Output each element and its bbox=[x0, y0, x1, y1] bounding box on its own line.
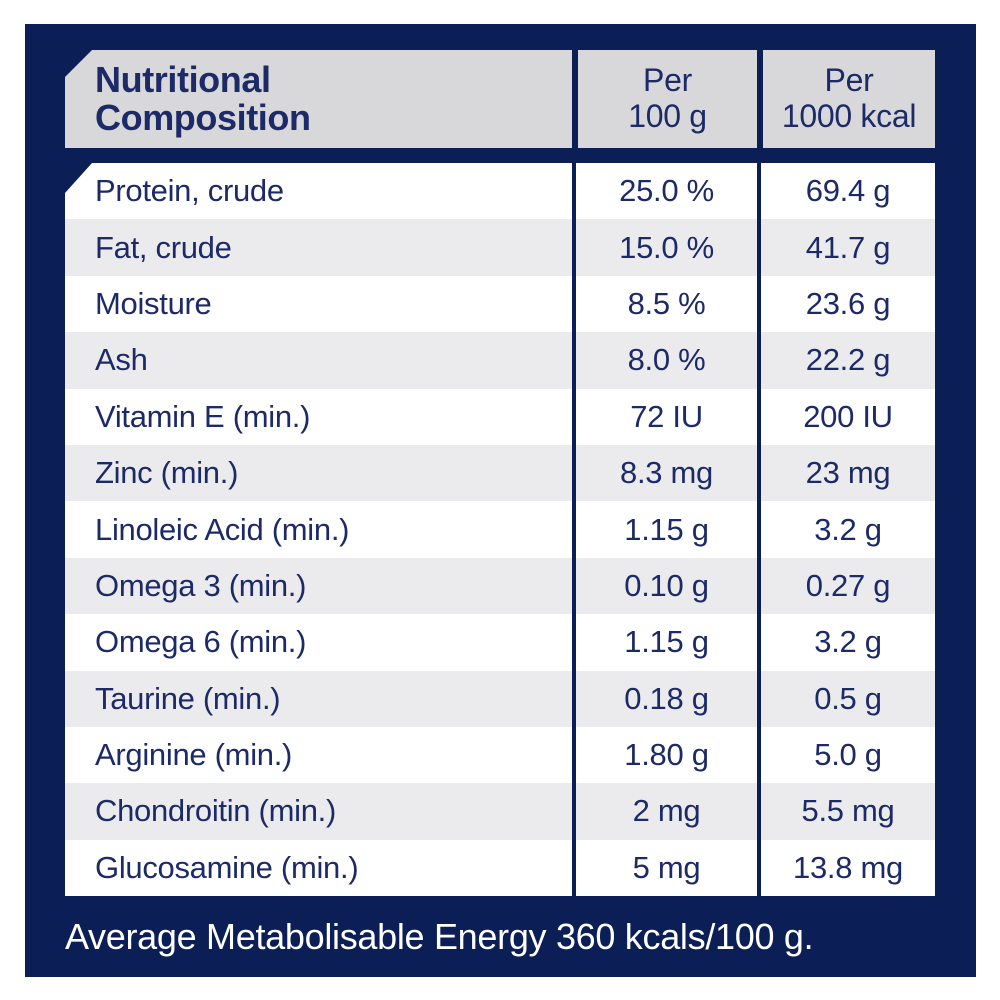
per-1000kcal-value: 23.6 g bbox=[761, 275, 935, 333]
column-divider bbox=[572, 275, 576, 333]
header-title-cell: Nutritional Composition bbox=[65, 50, 572, 148]
column-divider bbox=[757, 726, 761, 784]
nutrition-panel: Nutritional Composition Per 100 g Per 10… bbox=[25, 24, 976, 977]
per-100g-value: 0.10 g bbox=[576, 557, 757, 615]
column-divider bbox=[757, 839, 761, 897]
table-row: Vitamin E (min.) 72 IU 200 IU bbox=[65, 388, 935, 445]
per-100g-value: 5 mg bbox=[576, 839, 757, 897]
table-row: Omega 3 (min.) 0.10 g 0.27 g bbox=[65, 557, 935, 615]
header-per-1000kcal-line1: Per bbox=[824, 62, 874, 99]
column-divider bbox=[572, 614, 576, 671]
header-per-100g-cell: Per 100 g bbox=[578, 50, 757, 148]
per-100g-value: 2 mg bbox=[576, 783, 757, 840]
column-divider bbox=[757, 501, 761, 558]
per-100g-value: 15.0 % bbox=[576, 219, 757, 276]
table-row: Taurine (min.) 0.18 g 0.5 g bbox=[65, 670, 935, 727]
column-divider bbox=[757, 614, 761, 671]
table-row: Glucosamine (min.) 5 mg 13.8 mg bbox=[65, 839, 935, 897]
column-divider bbox=[572, 501, 576, 558]
table-body: Protein, crude 25.0 % 69.4 g Fat, crude … bbox=[65, 163, 935, 897]
header-per-100g-line1: Per bbox=[643, 62, 692, 99]
per-100g-value: 8.3 mg bbox=[576, 444, 757, 502]
per-1000kcal-value: 0.27 g bbox=[761, 557, 935, 615]
table-row: Fat, crude 15.0 % 41.7 g bbox=[65, 219, 935, 276]
per-1000kcal-value: 200 IU bbox=[761, 388, 935, 445]
column-divider bbox=[572, 726, 576, 784]
per-100g-value: 1.15 g bbox=[576, 501, 757, 558]
energy-footer: Average Metabolisable Energy 360 kcals/1… bbox=[25, 896, 976, 977]
column-divider bbox=[757, 557, 761, 615]
nutrient-label: Arginine (min.) bbox=[65, 726, 572, 784]
table-header: Nutritional Composition Per 100 g Per 10… bbox=[65, 50, 935, 148]
nutrient-label: Zinc (min.) bbox=[65, 444, 572, 502]
per-1000kcal-value: 5.5 mg bbox=[761, 783, 935, 840]
per-1000kcal-value: 3.2 g bbox=[761, 501, 935, 558]
per-100g-value: 8.0 % bbox=[576, 332, 757, 389]
table-row: Linoleic Acid (min.) 1.15 g 3.2 g bbox=[65, 501, 935, 558]
per-100g-value: 25.0 % bbox=[576, 163, 757, 220]
table-row: Omega 6 (min.) 1.15 g 3.2 g bbox=[65, 614, 935, 671]
nutrient-label: Taurine (min.) bbox=[65, 670, 572, 727]
column-divider bbox=[757, 275, 761, 333]
header-title-line1: Nutritional bbox=[95, 58, 271, 100]
per-1000kcal-value: 13.8 mg bbox=[761, 839, 935, 897]
table-row: Ash 8.0 % 22.2 g bbox=[65, 332, 935, 389]
nutrient-label: Omega 3 (min.) bbox=[65, 557, 572, 615]
header-per-1000kcal-line2: 1000 kcal bbox=[781, 98, 917, 134]
per-1000kcal-value: 23 mg bbox=[761, 444, 935, 502]
per-100g-value: 1.15 g bbox=[576, 614, 757, 671]
column-divider bbox=[572, 163, 576, 220]
nutrient-label: Moisture bbox=[65, 275, 572, 333]
energy-footer-text: Average Metabolisable Energy 360 kcals/1… bbox=[65, 915, 814, 957]
nutrient-label: Omega 6 (min.) bbox=[65, 614, 572, 671]
column-divider bbox=[572, 219, 576, 276]
nutrient-label: Vitamin E (min.) bbox=[65, 388, 572, 445]
column-divider bbox=[572, 332, 576, 389]
header-per-100g-line2: 100 g bbox=[628, 98, 707, 134]
per-1000kcal-value: 3.2 g bbox=[761, 614, 935, 671]
table-row: Zinc (min.) 8.3 mg 23 mg bbox=[65, 444, 935, 502]
per-1000kcal-value: 0.5 g bbox=[761, 670, 935, 727]
column-divider bbox=[572, 557, 576, 615]
column-divider bbox=[757, 388, 761, 445]
table-row: Chondroitin (min.) 2 mg 5.5 mg bbox=[65, 783, 935, 840]
nutrient-label: Chondroitin (min.) bbox=[65, 783, 572, 840]
per-100g-value: 72 IU bbox=[576, 388, 757, 445]
column-divider bbox=[572, 670, 576, 727]
nutrient-label: Fat, crude bbox=[65, 219, 572, 276]
table-row: Moisture 8.5 % 23.6 g bbox=[65, 275, 935, 333]
header-per-1000kcal-cell: Per 1000 kcal bbox=[763, 50, 935, 148]
per-1000kcal-value: 22.2 g bbox=[761, 332, 935, 389]
column-divider bbox=[757, 783, 761, 840]
header-title-line2: Composition bbox=[95, 97, 311, 138]
per-100g-value: 8.5 % bbox=[576, 275, 757, 333]
per-1000kcal-value: 41.7 g bbox=[761, 219, 935, 276]
table-row: Protein, crude 25.0 % 69.4 g bbox=[65, 163, 935, 220]
column-divider bbox=[757, 670, 761, 727]
column-divider bbox=[757, 219, 761, 276]
per-1000kcal-value: 69.4 g bbox=[761, 163, 935, 220]
nutrient-label: Protein, crude bbox=[65, 163, 572, 220]
column-divider bbox=[572, 839, 576, 897]
table-row: Arginine (min.) 1.80 g 5.0 g bbox=[65, 726, 935, 784]
column-divider bbox=[572, 783, 576, 840]
nutrient-label: Glucosamine (min.) bbox=[65, 839, 572, 897]
column-divider bbox=[572, 444, 576, 502]
nutrient-label: Linoleic Acid (min.) bbox=[65, 501, 572, 558]
column-divider bbox=[572, 388, 576, 445]
per-100g-value: 1.80 g bbox=[576, 726, 757, 784]
column-divider bbox=[757, 163, 761, 220]
per-1000kcal-value: 5.0 g bbox=[761, 726, 935, 784]
nutrient-label: Ash bbox=[65, 332, 572, 389]
per-100g-value: 0.18 g bbox=[576, 670, 757, 727]
column-divider bbox=[757, 332, 761, 389]
column-divider bbox=[757, 444, 761, 502]
